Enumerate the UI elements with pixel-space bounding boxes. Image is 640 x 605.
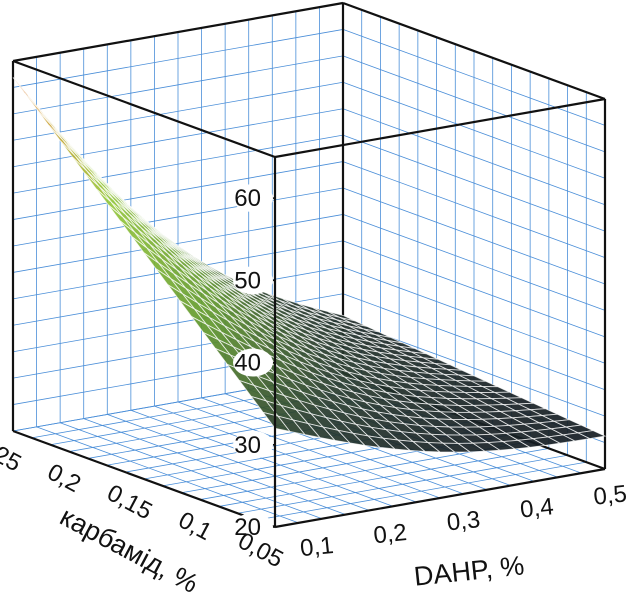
- z-tick-label: 40: [234, 350, 261, 377]
- z-tick-label-bg: [233, 430, 273, 459]
- back-wall-grid-line: [12, 55, 344, 115]
- x-tick-label: 0,4: [519, 493, 555, 523]
- back-wall-grid-line: [12, 187, 344, 247]
- x-axis-ticks: 0,1 0,2 0,3 0,4 0,5: [299, 480, 628, 562]
- back-wall-grid-line: [12, 29, 344, 88]
- right-wall-grid-line: [342, 29, 606, 126]
- x-axis-label: DAHP, %: [413, 550, 526, 591]
- right-wall-grid-line: [342, 134, 606, 232]
- frame-edge: [274, 467, 606, 529]
- front-frame: [12, 59, 606, 529]
- surface-patch: [576, 430, 607, 440]
- z-tick-label-bg: [233, 184, 273, 213]
- z-tick-label-bg: [233, 513, 273, 541]
- z-tick-label: 30: [234, 432, 261, 459]
- z-tick-label-bg: [233, 266, 273, 295]
- back-wall-grid-line: [12, 108, 344, 168]
- surface-mesh: [12, 77, 607, 453]
- back-wall-grid-line: [12, 134, 344, 194]
- x-tick-label: 0,2: [372, 519, 408, 549]
- x-tick-label: 0,3: [446, 506, 482, 536]
- right-wall-grid-line: [342, 55, 606, 153]
- right-wall-grid-line: [342, 161, 606, 258]
- frame-edge: [342, 1, 606, 101]
- z-axis-ticks: 20 30 40 50 60: [233, 184, 275, 541]
- y-tick-label: 0,05: [234, 527, 288, 573]
- frame-edge: [12, 59, 276, 159]
- frame-edge: [12, 429, 276, 529]
- right-wall-grid-line: [342, 81, 606, 179]
- back-wall-grid-line: [12, 161, 344, 220]
- y-tick-label: 0,25: [0, 431, 25, 477]
- z-tick-label: 60: [234, 185, 261, 212]
- x-tick-label: 0,5: [592, 480, 628, 510]
- z-tick-label-bg: [233, 348, 273, 377]
- frame-edge: [12, 1, 344, 63]
- right-wall-grid-line: [342, 187, 606, 285]
- z-tick-label: 20: [234, 514, 261, 541]
- z-tick-label: 50: [234, 267, 261, 294]
- right-wall-grid-line: [342, 108, 606, 206]
- y-tick-label: 0,15: [103, 479, 157, 525]
- y-tick-label: 0,1: [174, 507, 216, 547]
- floor-grid-line: [201, 397, 464, 495]
- frame-edge: [274, 97, 606, 159]
- back-wall-grid-line: [12, 81, 344, 141]
- y-tick-label: 0,2: [43, 459, 85, 499]
- x-tick-label: 0,1: [299, 532, 335, 562]
